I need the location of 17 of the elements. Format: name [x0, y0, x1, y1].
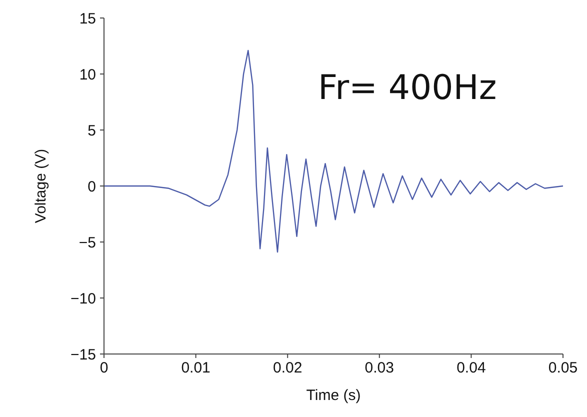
annotation: Fr= 400Hz [318, 68, 497, 108]
x-tick-label: 0.04 [456, 360, 486, 377]
x-tick-label: 0.01 [181, 360, 210, 377]
x-tick-label: 0.02 [273, 360, 302, 377]
x-tick-label: 0.05 [548, 360, 578, 377]
x-tick-label: 0.03 [364, 360, 394, 377]
y-tick-label: 10 [79, 66, 96, 84]
line-series [104, 50, 563, 253]
y-tick-label: −5 [78, 234, 96, 252]
y-tick-label: −10 [70, 290, 96, 308]
y-tick-label: 15 [79, 10, 96, 28]
x-axis-title: Time (s) [306, 387, 361, 404]
y-tick-label: 5 [88, 122, 96, 140]
y-tick-label: 0 [88, 178, 96, 196]
x-tick-label: 0 [100, 360, 108, 377]
y-axis-title: Voltage (V) [32, 148, 50, 224]
y-tick-label: −15 [70, 346, 96, 364]
